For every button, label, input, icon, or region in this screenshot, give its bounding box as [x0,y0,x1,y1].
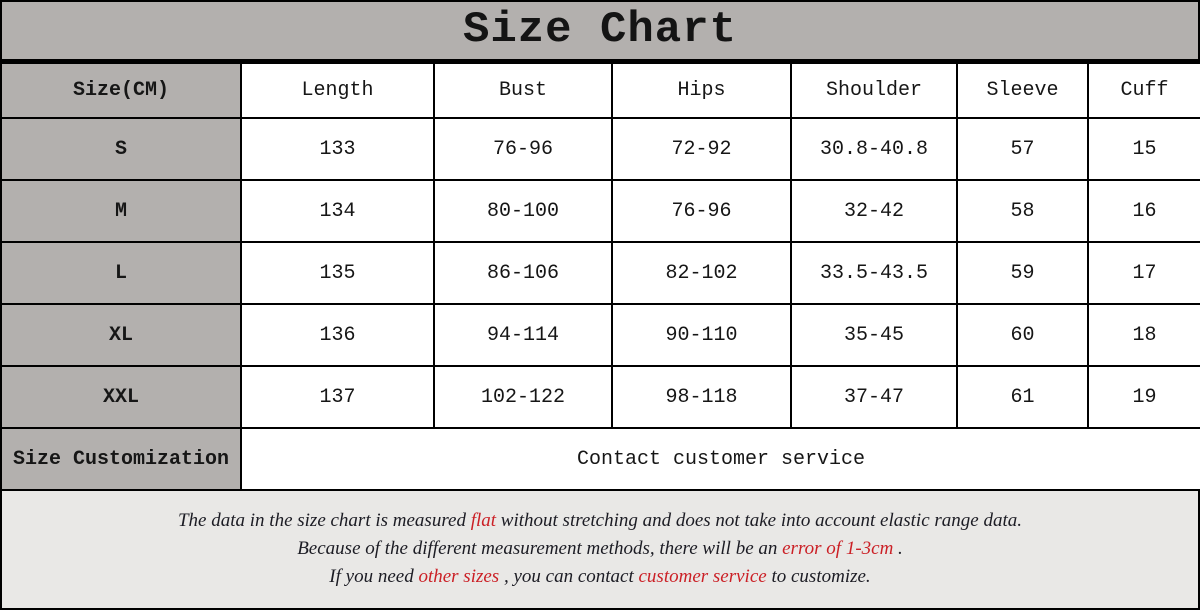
table-header-row: Size(CM) Length Bust Hips Shoulder Sleev… [0,62,1200,119]
size-customization-value: Contact customer service [240,427,1200,491]
cell-bust-l: 86-106 [433,241,613,305]
size-customization-label: Size Customization [0,427,242,491]
cell-length-s: 133 [240,117,435,181]
cell-cuff-xl: 18 [1087,303,1200,367]
column-header-sleeve: Sleeve [956,62,1089,119]
cell-bust-xxl: 102-122 [433,365,613,429]
column-header-size-cm: Size(CM) [0,62,242,119]
size-customization-row: Size Customization Contact customer serv… [0,427,1200,491]
table-row-xxl: XXL 137 102-122 98-118 37-47 61 19 [0,365,1200,429]
cell-shoulder-xl: 35-45 [790,303,958,367]
cell-sleeve-m: 58 [956,179,1089,243]
size-label-s: S [0,117,242,181]
cell-cuff-l: 17 [1087,241,1200,305]
page-title: Size Chart [0,0,1200,62]
note-3-highlight-service: customer service [638,566,767,587]
cell-bust-s: 76-96 [433,117,613,181]
table-row-m: M 134 80-100 76-96 32-42 58 16 [0,179,1200,243]
column-header-length: Length [240,62,435,119]
cell-sleeve-xl: 60 [956,303,1089,367]
size-label-l: L [0,241,242,305]
column-header-bust: Bust [433,62,613,119]
note-1-text: The data in the size chart is measured [177,510,471,531]
cell-sleeve-l: 59 [956,241,1089,305]
cell-length-xxl: 137 [240,365,435,429]
cell-shoulder-m: 32-42 [790,179,958,243]
cell-hips-s: 72-92 [611,117,792,181]
note-2-text: Because of the different measurement met… [297,538,783,559]
size-label-xxl: XXL [0,365,242,429]
table-row-xl: XL 136 94-114 90-110 35-45 60 18 [0,303,1200,367]
cell-hips-m: 76-96 [611,179,792,243]
note-3-highlight-sizes: other sizes [418,566,500,587]
note-3-text: If you need [329,566,419,587]
table-row-s: S 133 76-96 72-92 30.8-40.8 57 15 [0,117,1200,181]
cell-length-m: 134 [240,179,435,243]
cell-shoulder-xxl: 37-47 [790,365,958,429]
note-2-highlight: error of 1-3cm [782,538,894,559]
note-3-text-mid: , you can contact [499,566,639,587]
size-label-xl: XL [0,303,242,367]
note-line-3: If you need other sizes , you can contac… [2,563,1198,591]
cell-cuff-m: 16 [1087,179,1200,243]
note-1-text-end: without stretching and does not take int… [496,510,1022,531]
cell-bust-xl: 94-114 [433,303,613,367]
column-header-hips: Hips [611,62,792,119]
cell-bust-m: 80-100 [433,179,613,243]
cell-length-l: 135 [240,241,435,305]
cell-hips-xl: 90-110 [611,303,792,367]
cell-hips-l: 82-102 [611,241,792,305]
table-row-l: L 135 86-106 82-102 33.5-43.5 59 17 [0,241,1200,305]
measurement-notes: The data in the size chart is measured f… [0,491,1200,610]
column-header-shoulder: Shoulder [790,62,958,119]
size-label-m: M [0,179,242,243]
column-header-cuff: Cuff [1087,62,1200,119]
note-3-text-end: to customize. [766,566,871,587]
cell-hips-xxl: 98-118 [611,365,792,429]
cell-cuff-xxl: 19 [1087,365,1200,429]
cell-sleeve-xxl: 61 [956,365,1089,429]
cell-sleeve-s: 57 [956,117,1089,181]
note-1-highlight: flat [470,510,497,531]
note-line-1: The data in the size chart is measured f… [2,507,1198,535]
cell-shoulder-l: 33.5-43.5 [790,241,958,305]
cell-shoulder-s: 30.8-40.8 [790,117,958,181]
size-chart-table: Size(CM) Length Bust Hips Shoulder Sleev… [0,62,1200,491]
cell-length-xl: 136 [240,303,435,367]
cell-cuff-s: 15 [1087,117,1200,181]
note-line-2: Because of the different measurement met… [2,535,1198,563]
note-2-text-end: . [893,538,903,559]
